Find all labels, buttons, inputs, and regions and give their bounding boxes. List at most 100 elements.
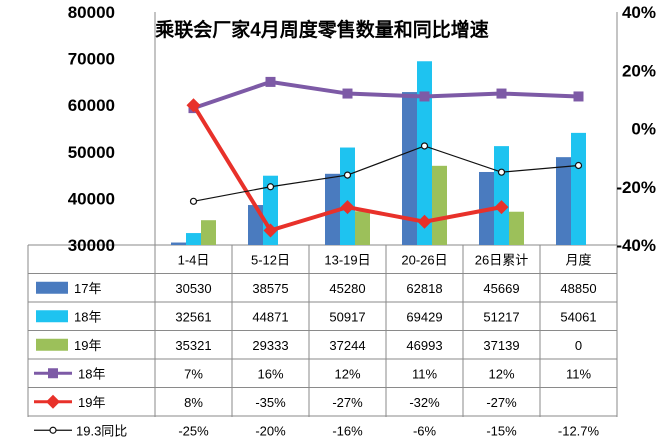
point-marker xyxy=(417,214,432,229)
y-left-tick: 30000 xyxy=(68,236,115,255)
data-label: -6% xyxy=(413,423,437,438)
y-left-tick: 50000 xyxy=(68,143,115,162)
bar xyxy=(556,157,571,245)
data-label: 48850 xyxy=(560,281,596,296)
data-label: -32% xyxy=(409,395,440,410)
point-marker xyxy=(573,91,584,102)
point-marker xyxy=(189,197,198,205)
y-left-tick: 40000 xyxy=(68,189,115,208)
data-label: -25% xyxy=(178,423,209,438)
data-label: 45669 xyxy=(483,281,519,296)
y-right-tick: 40% xyxy=(622,3,656,22)
data-label: 29333 xyxy=(252,338,288,353)
bar xyxy=(201,220,216,245)
bar xyxy=(186,233,201,245)
point-marker xyxy=(497,168,506,176)
data-label: 12% xyxy=(334,366,360,381)
series-line xyxy=(192,79,579,111)
bar xyxy=(417,61,432,245)
legend-label: 19年 xyxy=(74,338,101,353)
point-marker xyxy=(343,171,352,179)
legend-marker xyxy=(49,426,57,434)
bar xyxy=(432,165,447,245)
x-tick-label: 1-4日 xyxy=(178,252,210,267)
point-marker xyxy=(574,161,583,170)
legend-label: 18年 xyxy=(78,366,105,381)
legend-swatch xyxy=(36,338,68,351)
data-label: 46993 xyxy=(406,338,442,353)
bars xyxy=(171,61,586,246)
point-marker xyxy=(340,200,355,215)
legend-label: 19年 xyxy=(78,395,105,410)
data-label: 16% xyxy=(257,366,283,381)
series-line xyxy=(193,145,579,202)
data-label: 37244 xyxy=(329,338,365,353)
point-marker xyxy=(186,98,201,113)
data-label: -20% xyxy=(255,423,286,438)
data-label: 32561 xyxy=(175,309,211,324)
point-marker xyxy=(494,200,509,215)
y-left-tick: 80000 xyxy=(68,3,115,22)
y-right-tick: -20% xyxy=(616,178,656,197)
data-label: 69429 xyxy=(406,309,442,324)
x-tick-label: 月度 xyxy=(565,252,591,267)
point-marker xyxy=(496,88,507,99)
data-label: 0 xyxy=(575,338,582,353)
y-left-tick: 60000 xyxy=(68,96,115,115)
point-marker xyxy=(342,88,353,99)
legend-marker xyxy=(48,368,58,379)
table-grid xyxy=(27,12,618,417)
data-label: 35321 xyxy=(175,338,211,353)
data-label: -12.7% xyxy=(558,423,600,438)
legend-label: 17年 xyxy=(74,281,101,296)
data-label: 8% xyxy=(184,395,203,410)
chart-title: 乘联会厂家4月周度零售数量和同比增速 xyxy=(154,18,489,41)
data-label: 11% xyxy=(566,366,591,381)
point-marker xyxy=(265,76,276,87)
data-label: 12% xyxy=(488,366,514,381)
data-label: 30530 xyxy=(175,281,211,296)
data-label: 11% xyxy=(412,366,437,381)
y-right-tick: 20% xyxy=(622,61,656,80)
point-marker xyxy=(420,142,429,150)
x-tick-label: 13-19日 xyxy=(324,252,370,267)
bar xyxy=(509,211,524,245)
axes: 80000 70000 60000 50000 40000 30000 40% 20% 0% -2… xyxy=(68,3,656,255)
bar xyxy=(571,132,586,245)
data-label: 50917 xyxy=(329,309,365,324)
y-left-tick: 70000 xyxy=(68,50,115,69)
bar xyxy=(340,147,355,245)
y-right-tick: -40% xyxy=(616,236,656,255)
point-marker xyxy=(266,183,275,191)
data-label: -27% xyxy=(332,395,363,410)
point-marker xyxy=(419,91,430,102)
x-tick-label: 5-12日 xyxy=(251,252,290,267)
data-label: 7% xyxy=(184,366,203,381)
bar xyxy=(325,173,340,245)
bar xyxy=(402,92,417,246)
data-label: 51217 xyxy=(483,309,519,324)
data-label: 62818 xyxy=(406,281,442,296)
legend-label: 19.3同比 xyxy=(76,423,127,438)
legend-marker xyxy=(46,394,60,409)
bar xyxy=(494,146,509,245)
legend-label: 18年 xyxy=(74,309,101,324)
x-tick-label: 20-26日 xyxy=(401,252,447,267)
x-tick-label: 26日累计 xyxy=(475,252,528,267)
data-label: -15% xyxy=(486,423,517,438)
y-right-tick: 0% xyxy=(631,120,656,139)
point-marker xyxy=(263,223,278,238)
bar xyxy=(355,211,370,245)
data-label: 54061 xyxy=(560,309,596,324)
data-table: 1-4日 5-12日 13-19日 20-26日 26日累计 月度 17年 30530 3857… xyxy=(34,252,600,438)
data-label: 37139 xyxy=(483,338,519,353)
data-label: 45280 xyxy=(329,281,365,296)
data-label: 38575 xyxy=(252,281,288,296)
data-label: -27% xyxy=(486,395,517,410)
lines xyxy=(186,76,584,238)
bar xyxy=(171,242,186,245)
data-label: -16% xyxy=(332,423,363,438)
data-label: 44871 xyxy=(252,309,288,324)
legend-swatch xyxy=(36,310,68,323)
